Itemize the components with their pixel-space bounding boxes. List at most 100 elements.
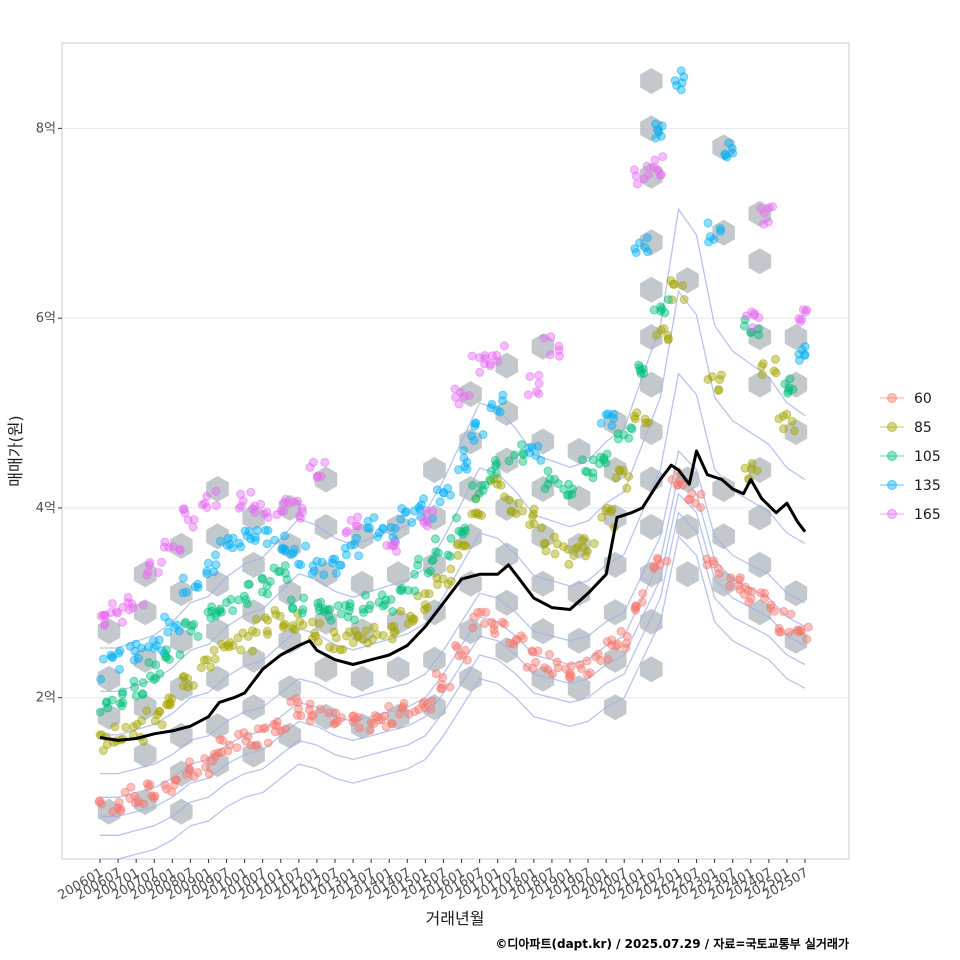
- data-point-135: [386, 522, 396, 532]
- data-point-135: [223, 533, 233, 543]
- data-point-85: [757, 370, 767, 380]
- data-point-165: [263, 512, 273, 522]
- data-point-60: [419, 697, 429, 707]
- data-point-105: [754, 330, 764, 340]
- legend-key-point: [887, 393, 897, 403]
- hex-cell: [531, 618, 555, 645]
- data-point-60: [544, 650, 554, 659]
- data-point-135: [653, 125, 662, 135]
- data-point-165: [99, 621, 109, 630]
- y-tick-label: 4억: [36, 501, 56, 516]
- data-point-165: [382, 541, 392, 550]
- data-point-135: [202, 569, 212, 579]
- hex-cell: [748, 248, 772, 275]
- data-point-60: [251, 741, 261, 751]
- data-point-165: [632, 179, 642, 189]
- data-point-135: [703, 218, 713, 228]
- data-point-85: [271, 610, 281, 619]
- data-point-105: [446, 534, 456, 543]
- data-point-105: [454, 526, 464, 536]
- data-point-85: [559, 542, 568, 552]
- data-point-105: [361, 590, 370, 600]
- hex-cell: [531, 570, 555, 597]
- data-point-85: [132, 719, 142, 729]
- data-point-135: [328, 554, 338, 564]
- legend-key-point: [887, 480, 897, 490]
- data-point-85: [550, 549, 560, 559]
- data-point-85: [335, 645, 345, 655]
- data-point-135: [215, 536, 225, 546]
- data-point-105: [257, 587, 267, 597]
- data-point-105: [540, 484, 550, 494]
- data-point-165: [545, 350, 555, 360]
- data-point-135: [439, 488, 449, 498]
- data-point-135: [397, 504, 407, 513]
- hex-cell: [603, 694, 627, 721]
- median-line-layer: [99, 449, 807, 742]
- data-point-165: [198, 500, 207, 510]
- hex-cell: [387, 703, 410, 730]
- data-point-85: [389, 628, 399, 638]
- data-point-165: [389, 541, 399, 551]
- data-point-85: [188, 681, 198, 690]
- data-point-135: [656, 131, 666, 141]
- data-point-60: [399, 698, 409, 708]
- data-point-85: [348, 638, 358, 648]
- data-point-85: [308, 617, 317, 627]
- data-point-60: [331, 708, 341, 718]
- data-point-105: [485, 475, 495, 485]
- legend-label-135: 135: [914, 478, 941, 494]
- data-point-85: [408, 614, 418, 624]
- data-point-165: [454, 399, 464, 409]
- data-point-135: [222, 541, 232, 550]
- data-point-60: [769, 606, 779, 616]
- data-point-105: [378, 601, 388, 611]
- data-point-105: [316, 597, 326, 607]
- data-point-135: [108, 653, 118, 662]
- hex-cell: [242, 504, 265, 531]
- data-point-165: [631, 171, 641, 181]
- data-point-105: [746, 327, 756, 337]
- data-point-105: [324, 612, 334, 621]
- data-point-85: [496, 480, 506, 490]
- data-point-85: [579, 533, 589, 543]
- data-point-60: [427, 696, 437, 706]
- data-point-85: [152, 710, 162, 720]
- data-point-135: [354, 551, 364, 561]
- data-point-135: [419, 494, 428, 504]
- data-point-85: [363, 638, 373, 648]
- hex-cell: [748, 504, 772, 531]
- data-point-105: [785, 374, 795, 384]
- data-point-165: [125, 605, 134, 615]
- data-point-85: [504, 495, 514, 505]
- data-point-60: [476, 607, 486, 617]
- data-point-60: [97, 799, 106, 809]
- data-point-60: [281, 724, 290, 734]
- legend-key-point: [887, 451, 897, 461]
- data-point-135: [115, 664, 124, 674]
- data-point-60: [576, 664, 586, 674]
- data-point-60: [263, 738, 273, 748]
- data-point-85: [787, 416, 797, 426]
- data-point-85: [579, 542, 589, 552]
- data-point-135: [704, 237, 714, 247]
- data-point-85: [378, 631, 388, 640]
- data-point-85: [758, 359, 768, 369]
- contour-line: [100, 207, 806, 649]
- data-point-105: [619, 430, 629, 440]
- data-point-105: [257, 574, 267, 584]
- data-point-135: [607, 421, 617, 431]
- data-point-135: [286, 550, 296, 560]
- data-point-85: [529, 509, 538, 519]
- data-point-105: [656, 306, 666, 316]
- data-point-165: [308, 457, 318, 467]
- hex-cell: [748, 371, 772, 398]
- hex-cell: [97, 618, 121, 645]
- data-point-135: [202, 566, 212, 576]
- hex-cell: [133, 741, 157, 768]
- data-point-105: [155, 669, 165, 679]
- data-point-135: [631, 248, 641, 257]
- data-point-135: [331, 568, 341, 578]
- data-point-105: [203, 607, 213, 617]
- hex-cell: [603, 599, 627, 626]
